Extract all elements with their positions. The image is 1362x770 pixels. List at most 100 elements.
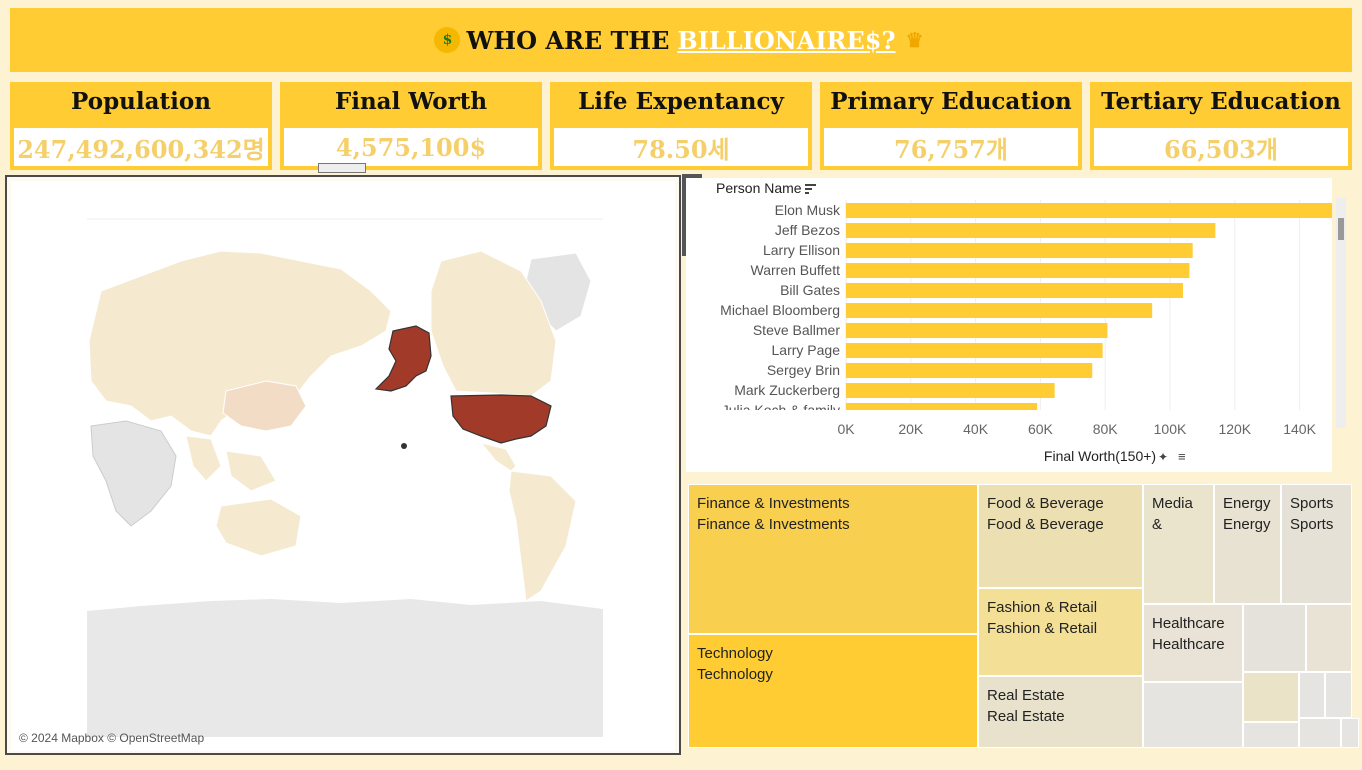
kpi-tertiary-education: Tertiary Education 66,503개 (1090, 82, 1352, 170)
treemap-cell-sports[interactable]: Sports Sports (1281, 484, 1352, 604)
row-header[interactable]: Person Name (716, 180, 816, 196)
map-credit[interactable]: © 2024 Mapbox © OpenStreetMap (19, 731, 205, 745)
category-label[interactable]: Larry Page (772, 342, 841, 358)
scrollbar[interactable] (1336, 198, 1346, 428)
bar[interactable] (846, 363, 1093, 378)
kpi-population: Population 247,492,600,342명 (10, 82, 272, 170)
cell-label: Technology (697, 666, 773, 683)
bar[interactable] (846, 263, 1190, 278)
cell-label: Food & Beverage (987, 516, 1104, 533)
kpi-label: Final Worth (334, 88, 488, 115)
bar[interactable] (846, 383, 1055, 398)
treemap-cell-small[interactable] (1243, 722, 1299, 748)
sort-icon[interactable] (804, 183, 816, 195)
treemap-cell-fashion-retail[interactable]: Fashion & Retail Fashion & Retail (978, 588, 1143, 676)
industry-treemap: Finance & Investments Finance & Investme… (688, 484, 1359, 748)
title-prefix: WHO ARE THE (466, 25, 670, 55)
map-australia (215, 498, 302, 557)
bar[interactable] (846, 403, 1038, 418)
treemap-cell-small[interactable] (1341, 718, 1359, 748)
treemap-cell-media[interactable]: Media & (1143, 484, 1214, 604)
bar[interactable] (846, 283, 1183, 298)
cell-label: Food & Beverage (987, 495, 1104, 512)
kpi-value: 247,492,600,342명 (14, 128, 268, 166)
kpi-value: 78.50세 (554, 128, 808, 166)
treemap-cell-finance[interactable]: Finance & Investments Finance & Investme… (688, 484, 978, 634)
x-tick-label: 0K (837, 421, 855, 437)
treemap-cell-healthcare[interactable]: Healthcare Healthcare (1143, 604, 1243, 682)
category-label[interactable]: Michael Bloomberg (720, 302, 840, 318)
kpi-final-worth: Final Worth 4,575,100$ (280, 82, 542, 170)
title-highlight: BILLIONAIRE$? (677, 25, 896, 55)
map-usa (450, 394, 552, 444)
map-alaska (374, 325, 432, 392)
treemap-cell-small[interactable] (1243, 604, 1306, 672)
x-tick-label: 140K (1283, 421, 1316, 437)
category-label[interactable]: Mark Zuckerberg (734, 382, 840, 398)
kpi-label: Primary Education (830, 88, 1072, 115)
kpi-label: Life Expentancy (578, 88, 784, 115)
map-hawaii (401, 443, 407, 449)
category-label[interactable]: Sergey Brin (767, 362, 840, 378)
resize-handle[interactable] (318, 163, 366, 173)
category-label[interactable]: Steve Ballmer (753, 322, 840, 338)
bar[interactable] (846, 223, 1216, 238)
bar-chart-panel: Person Name 0K 20K 40K 60K 80K 100K 120K 140K El… (686, 178, 1332, 472)
cell-label: Healthcare (1152, 636, 1225, 653)
crown-icon: ♛ (905, 28, 924, 52)
map-svg[interactable] (11, 181, 675, 751)
cell-label: Technology (697, 645, 773, 662)
bar[interactable] (846, 243, 1193, 258)
cell-label: Fashion & Retail (987, 599, 1098, 616)
world-map[interactable]: © 2024 Mapbox © OpenStreetMap (11, 181, 675, 751)
money-mouth-face-icon: $ (434, 27, 461, 53)
dashboard-title: $ WHO ARE THE BILLIONAIRE$? ♛ (10, 8, 1352, 72)
treemap-cell-small[interactable] (1299, 672, 1325, 718)
cell-label: Media (1152, 495, 1193, 512)
category-label[interactable]: Jeff Bezos (775, 222, 840, 238)
pin-icon[interactable]: ✦ (1158, 450, 1168, 464)
cell-label: Real Estate (987, 708, 1065, 725)
cell-label: Finance & Investments (697, 516, 850, 533)
scrollbar-thumb[interactable] (1338, 218, 1344, 240)
treemap-cell-technology[interactable]: Technology Technology (688, 634, 978, 748)
category-label[interactable]: Larry Ellison (763, 242, 840, 258)
kpi-label: Tertiary Education (1101, 88, 1341, 115)
row-header-label: Person Name (716, 180, 802, 196)
map-antarctica (87, 599, 603, 737)
cell-label: Sports (1290, 516, 1334, 533)
map-south-america (508, 470, 577, 602)
cell-label: Fashion & Retail (987, 620, 1098, 637)
map-se-asia (225, 450, 277, 492)
sort-icon[interactable]: ≡ (1178, 449, 1186, 464)
map-africa (90, 420, 177, 527)
category-label[interactable]: Julia Koch & family (722, 402, 840, 418)
bar[interactable] (846, 203, 1332, 218)
x-tick-label: 60K (1028, 421, 1054, 437)
treemap-cell-small[interactable] (1306, 604, 1352, 672)
kpi-primary-education: Primary Education 76,757개 (820, 82, 1082, 170)
category-label[interactable]: Warren Buffett (751, 262, 841, 278)
treemap-cell-small[interactable] (1325, 672, 1352, 718)
category-label[interactable]: Bill Gates (780, 282, 840, 298)
bar-chart: 0K 20K 40K 60K 80K 100K 120K 140K Elon Musk Jeff … (720, 200, 1332, 464)
map-central-america (479, 442, 517, 472)
treemap-cell-food-beverage[interactable]: Food & Beverage Food & Beverage (978, 484, 1143, 588)
bar[interactable] (846, 303, 1153, 318)
treemap-cell-small[interactable] (1299, 718, 1341, 748)
bar[interactable] (846, 343, 1103, 358)
treemap-cell-small[interactable] (1143, 682, 1243, 748)
category-label[interactable]: Elon Musk (775, 202, 841, 218)
bar[interactable] (846, 323, 1108, 338)
map-china (222, 380, 307, 432)
treemap-cell-real-estate[interactable]: Real Estate Real Estate (978, 676, 1143, 748)
map-panel[interactable]: © 2024 Mapbox © OpenStreetMap (5, 175, 681, 755)
kpi-life-expectancy: Life Expentancy 78.50세 (550, 82, 812, 170)
x-tick-label: 100K (1154, 421, 1187, 437)
cell-label: Finance & Investments (697, 495, 850, 512)
treemap-cell-small[interactable] (1243, 672, 1299, 722)
x-axis-title[interactable]: Final Worth(150+) (1044, 448, 1156, 464)
treemap-cell-energy[interactable]: Energy Energy (1214, 484, 1281, 604)
kpi-value: 76,757개 (824, 128, 1078, 166)
